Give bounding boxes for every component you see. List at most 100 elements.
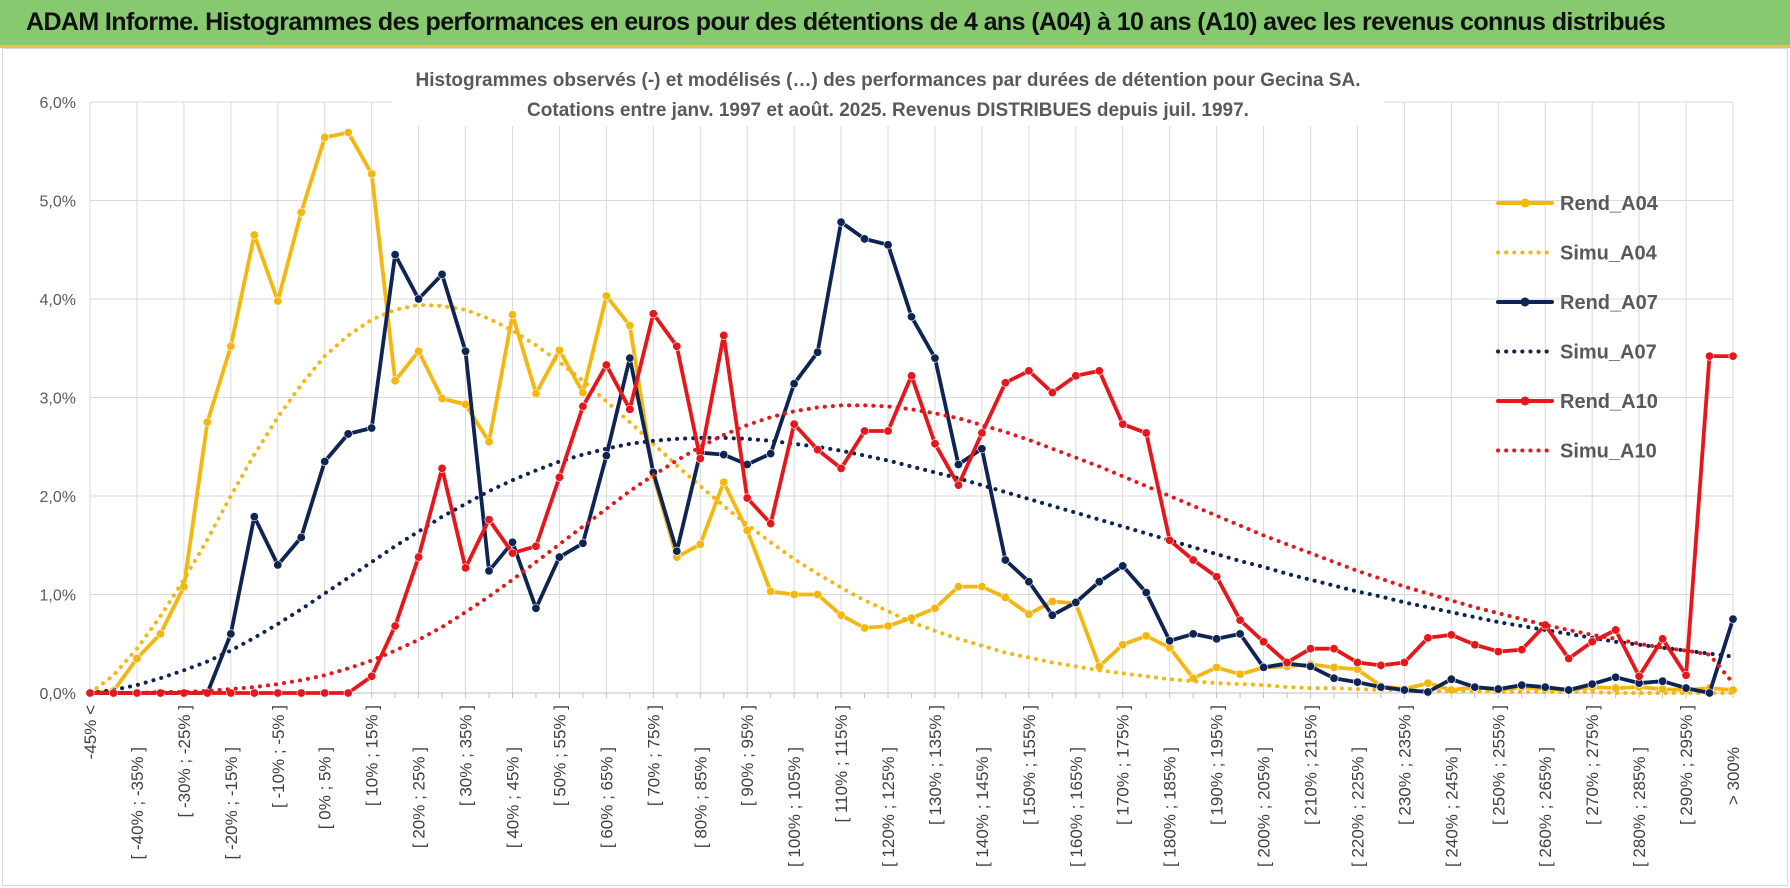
data-point-rend-a07 xyxy=(484,566,494,576)
y-tick-label: 0,0% xyxy=(40,686,76,703)
data-point-rend-a10 xyxy=(578,401,588,411)
legend-label: Simu_A07 xyxy=(1560,342,1657,364)
data-point-rend-a04 xyxy=(860,623,870,633)
data-point-rend-a10 xyxy=(1047,388,1057,398)
series-line-simu-a10 xyxy=(88,403,1735,695)
data-point-rend-a10 xyxy=(1470,640,1480,650)
data-point-rend-a07 xyxy=(1470,682,1480,692)
legend-marker xyxy=(1520,198,1530,208)
data-point-rend-a07 xyxy=(1212,634,1222,644)
data-point-rend-a07 xyxy=(1071,597,1081,607)
data-point-rend-a10 xyxy=(1094,366,1104,376)
data-point-rend-a07 xyxy=(1165,636,1175,646)
data-point-rend-a04 xyxy=(390,376,400,386)
data-point-rend-a04 xyxy=(836,610,846,620)
data-point-rend-a07 xyxy=(1517,680,1527,690)
data-point-rend-a04 xyxy=(1024,609,1034,619)
legend-marker xyxy=(1520,297,1530,307)
data-point-rend-a10 xyxy=(1165,535,1175,545)
data-point-rend-a04 xyxy=(1047,596,1057,606)
data-point-rend-a04 xyxy=(507,310,517,320)
performance-histogram-chart: 0,0% 1,0% 2,0% 3,0% 4,0% 5,0% 6,0% -45% < [ -40… xyxy=(40,64,1743,867)
title-banner: ADAM Informe. Histogrammes des performan… xyxy=(0,0,1790,48)
legend-label: Rend_A07 xyxy=(1560,292,1658,314)
data-point-rend-a10 xyxy=(977,428,987,438)
data-point-rend-a10 xyxy=(766,519,776,529)
data-point-rend-a10 xyxy=(367,671,377,681)
data-point-rend-a10 xyxy=(414,552,424,562)
data-point-rend-a10 xyxy=(390,621,400,631)
data-point-rend-a07 xyxy=(507,537,517,547)
x-tick-label: [ 260% ; 265% ] xyxy=(1536,747,1555,867)
data-point-rend-a10 xyxy=(813,445,823,455)
data-point-rend-a07 xyxy=(1118,561,1128,571)
data-point-rend-a10 xyxy=(1681,670,1691,680)
data-point-rend-a10 xyxy=(1188,555,1198,565)
x-tick-label: [ -20% ; -15% ] xyxy=(222,747,241,859)
data-point-rend-a04 xyxy=(461,399,471,409)
data-point-rend-a07 xyxy=(343,429,353,439)
data-point-rend-a10 xyxy=(883,426,893,436)
x-tick-label: [ 120% ; 125% ] xyxy=(879,747,898,867)
data-point-rend-a04 xyxy=(554,345,564,355)
data-point-rend-a07 xyxy=(1658,676,1668,686)
data-point-rend-a07 xyxy=(1376,682,1386,692)
data-point-rend-a07 xyxy=(601,451,611,461)
data-point-rend-a07 xyxy=(1681,683,1691,693)
legend: Rend_A04 Simu_A04 Rend_A07 Simu_A07 Rend_A10… xyxy=(1496,193,1659,463)
data-point-rend-a10 xyxy=(719,330,729,340)
data-point-rend-a07 xyxy=(296,532,306,542)
data-point-rend-a07 xyxy=(531,603,541,613)
data-point-rend-a07 xyxy=(461,346,471,356)
y-tick-label: 4,0% xyxy=(40,292,76,309)
data-point-rend-a07 xyxy=(1000,555,1010,565)
data-point-rend-a10 xyxy=(1259,637,1269,647)
data-point-rend-a04 xyxy=(1329,662,1339,672)
data-point-rend-a10 xyxy=(906,371,916,381)
data-point-rend-a04 xyxy=(1611,683,1621,693)
x-tick-label: [ -40% ; -35% ] xyxy=(128,747,147,859)
x-tick-label: [ 130% ; 135% ] xyxy=(926,705,945,825)
x-tick-label: [ 10% ; 15% ] xyxy=(363,705,382,806)
y-tick-label: 1,0% xyxy=(40,588,76,605)
data-point-rend-a04 xyxy=(249,230,259,240)
data-point-rend-a07 xyxy=(1587,679,1597,689)
data-point-rend-a07 xyxy=(1094,577,1104,587)
legend-marker xyxy=(1520,396,1530,406)
data-point-rend-a04 xyxy=(883,621,893,631)
chart-subtitle: Cotations entre janv. 1997 et août. 2025… xyxy=(527,100,1249,121)
data-point-rend-a04 xyxy=(1000,592,1010,602)
data-point-rend-a04 xyxy=(625,321,635,331)
legend-label: Rend_A10 xyxy=(1560,391,1658,413)
data-point-rend-a07 xyxy=(930,353,940,363)
legend-label: Rend_A04 xyxy=(1560,193,1659,215)
data-point-rend-a07 xyxy=(883,240,893,250)
data-point-rend-a10 xyxy=(1446,630,1456,640)
data-point-rend-a10 xyxy=(836,463,846,473)
x-tick-label: [ 230% ; 235% ] xyxy=(1395,705,1414,825)
data-point-rend-a04 xyxy=(273,296,283,306)
data-point-rend-a07 xyxy=(1141,588,1151,598)
data-point-rend-a07 xyxy=(789,379,799,389)
data-point-rend-a10 xyxy=(930,439,940,449)
data-point-rend-a10 xyxy=(1611,625,1621,635)
data-point-rend-a04 xyxy=(1235,669,1245,679)
data-point-rend-a04 xyxy=(226,341,236,351)
data-point-rend-a10 xyxy=(1212,572,1222,582)
data-point-rend-a04 xyxy=(155,629,165,639)
data-point-rend-a04 xyxy=(601,291,611,301)
data-point-rend-a10 xyxy=(554,472,564,482)
data-point-rend-a10 xyxy=(1399,657,1409,667)
data-point-rend-a10 xyxy=(1587,637,1597,647)
data-point-rend-a07 xyxy=(320,457,330,467)
x-tick-label: [ 30% ; 35% ] xyxy=(457,705,476,806)
data-point-rend-a07 xyxy=(766,449,776,459)
data-point-rend-a10 xyxy=(953,480,963,490)
data-point-rend-a10 xyxy=(1118,419,1128,429)
data-point-rend-a10 xyxy=(648,309,658,319)
x-tick-label: [ 280% ; 285% ] xyxy=(1630,747,1649,867)
data-point-rend-a10 xyxy=(1517,645,1527,655)
data-point-rend-a04 xyxy=(953,582,963,592)
data-point-rend-a07 xyxy=(1423,687,1433,697)
data-point-rend-a07 xyxy=(1399,685,1409,695)
